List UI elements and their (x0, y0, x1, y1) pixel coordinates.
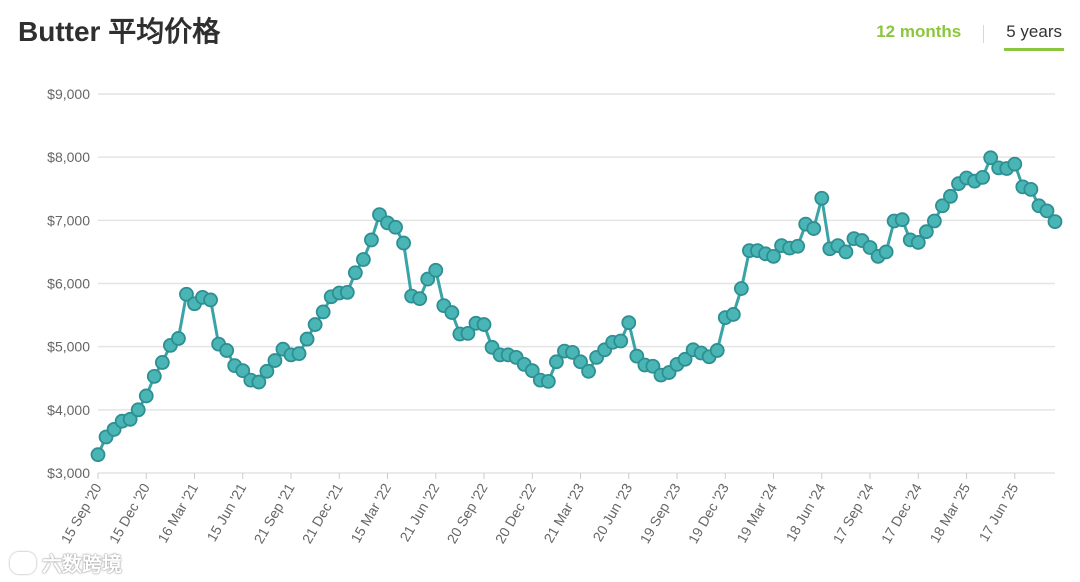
data-point[interactable] (790, 238, 806, 254)
page-title: Butter 平均价格 (18, 16, 221, 47)
x-tick-label: 21 Dec '21 (299, 480, 346, 546)
data-point[interactable] (291, 346, 307, 362)
data-point[interactable] (548, 354, 564, 370)
data-point[interactable] (476, 317, 492, 332)
data-point[interactable] (565, 344, 580, 360)
data-point[interactable] (299, 331, 315, 347)
series-points (90, 150, 1063, 463)
data-point[interactable] (910, 235, 926, 250)
x-tick-label: 19 Mar '24 (733, 480, 780, 545)
data-point[interactable] (203, 292, 218, 308)
data-point[interactable] (926, 213, 942, 229)
data-point[interactable] (146, 368, 162, 384)
x-tick-label: 20 Dec '22 (492, 480, 539, 546)
data-point[interactable] (573, 354, 588, 370)
y-tick-label: $7,000 (47, 212, 90, 228)
x-tick-label: 19 Sep '23 (637, 480, 684, 546)
y-tick-label: $6,000 (47, 276, 90, 292)
x-tick-label: 18 Jun '24 (782, 480, 828, 544)
x-tick-label: 21 Jun '22 (396, 480, 442, 544)
data-point[interactable] (581, 363, 596, 379)
data-point[interactable] (259, 363, 275, 379)
data-point[interactable] (138, 388, 154, 404)
x-tick-label: 16 Mar '21 (154, 480, 201, 545)
data-point[interactable] (1007, 156, 1023, 172)
data-point[interactable] (677, 351, 693, 367)
y-tick-label: $3,000 (47, 465, 90, 481)
data-point[interactable] (90, 447, 106, 463)
data-point[interactable] (179, 286, 194, 302)
data-point[interactable] (975, 169, 991, 185)
data-point[interactable] (733, 281, 749, 296)
data-point[interactable] (267, 353, 283, 368)
y-axis-ticks: $3,000 $4,000 $5,000 $6,000 $7,000 $8,000 $9,0… (47, 86, 90, 481)
data-point[interactable] (444, 305, 460, 320)
data-point[interactable] (766, 248, 781, 264)
data-point[interactable] (235, 363, 251, 379)
data-point[interactable] (339, 284, 355, 300)
x-tick-label: 18 Mar '25 (926, 480, 973, 545)
data-point[interactable] (838, 244, 854, 260)
x-tick-label: 20 Sep '22 (444, 480, 491, 546)
x-tick-label: 15 Dec '20 (106, 480, 153, 546)
time-range-tabs: 12 months 5 years (874, 22, 1064, 51)
data-point[interactable] (219, 343, 235, 358)
watermark: 六数跨境 (10, 548, 122, 577)
data-point[interactable] (171, 331, 186, 346)
data-point[interactable] (806, 221, 822, 236)
data-point[interactable] (1039, 203, 1055, 219)
data-point[interactable] (943, 188, 958, 204)
data-point[interactable] (621, 315, 637, 331)
data-point[interactable] (307, 317, 323, 332)
data-point[interactable] (364, 232, 379, 248)
data-point[interactable] (1023, 181, 1039, 197)
data-point[interactable] (725, 307, 741, 322)
grid-lines (98, 93, 1055, 474)
tab-divider (983, 24, 985, 43)
watermark-logo-icon (10, 551, 36, 574)
x-tick-label: 15 Jun '21 (203, 480, 249, 544)
x-tick-label: 17 Dec '24 (878, 480, 925, 546)
data-point[interactable] (524, 363, 540, 379)
x-tick-label: 15 Sep '20 (57, 480, 104, 546)
x-axis-ticks: 15 Sep '20 15 Dec '20 16 Mar '21 15 Jun '21… (57, 473, 1021, 546)
data-point[interactable] (918, 224, 934, 240)
y-tick-label: $5,000 (47, 339, 90, 355)
data-point[interactable] (814, 190, 830, 206)
data-point[interactable] (878, 244, 894, 260)
x-tick-label: 21 Mar '23 (540, 480, 587, 545)
data-point[interactable] (540, 374, 556, 389)
data-point[interactable] (1047, 214, 1063, 229)
x-tick-label: 21 Sep '21 (250, 480, 297, 546)
data-point[interactable] (122, 411, 138, 427)
data-point[interactable] (428, 262, 444, 278)
data-point[interactable] (396, 235, 411, 251)
data-point[interactable] (983, 150, 999, 166)
data-point[interactable] (613, 333, 629, 349)
x-tick-label: 19 Dec '23 (685, 480, 732, 546)
data-point[interactable] (388, 219, 403, 235)
x-tick-label: 20 Jun '23 (589, 480, 635, 544)
data-point[interactable] (412, 291, 428, 307)
watermark-text: 六数跨境 (42, 554, 122, 576)
data-point[interactable] (154, 355, 170, 370)
tab-12-months[interactable]: 12 months (876, 22, 962, 41)
data-point[interactable] (935, 198, 950, 214)
data-point[interactable] (315, 304, 331, 320)
data-point[interactable] (355, 252, 371, 267)
data-point[interactable] (894, 212, 910, 228)
data-point[interactable] (347, 265, 363, 281)
y-tick-label: $9,000 (47, 86, 90, 102)
y-tick-label: $4,000 (47, 402, 90, 418)
y-tick-label: $8,000 (47, 149, 90, 165)
data-point[interactable] (460, 326, 476, 341)
tab-5-years[interactable]: 5 years (1004, 22, 1064, 51)
data-point[interactable] (709, 343, 725, 358)
data-point[interactable] (130, 402, 146, 418)
data-point[interactable] (251, 374, 267, 390)
x-tick-label: 17 Jun '25 (975, 480, 1021, 544)
x-tick-label: 15 Mar '22 (347, 480, 394, 545)
x-tick-label: 17 Sep '24 (830, 480, 877, 546)
